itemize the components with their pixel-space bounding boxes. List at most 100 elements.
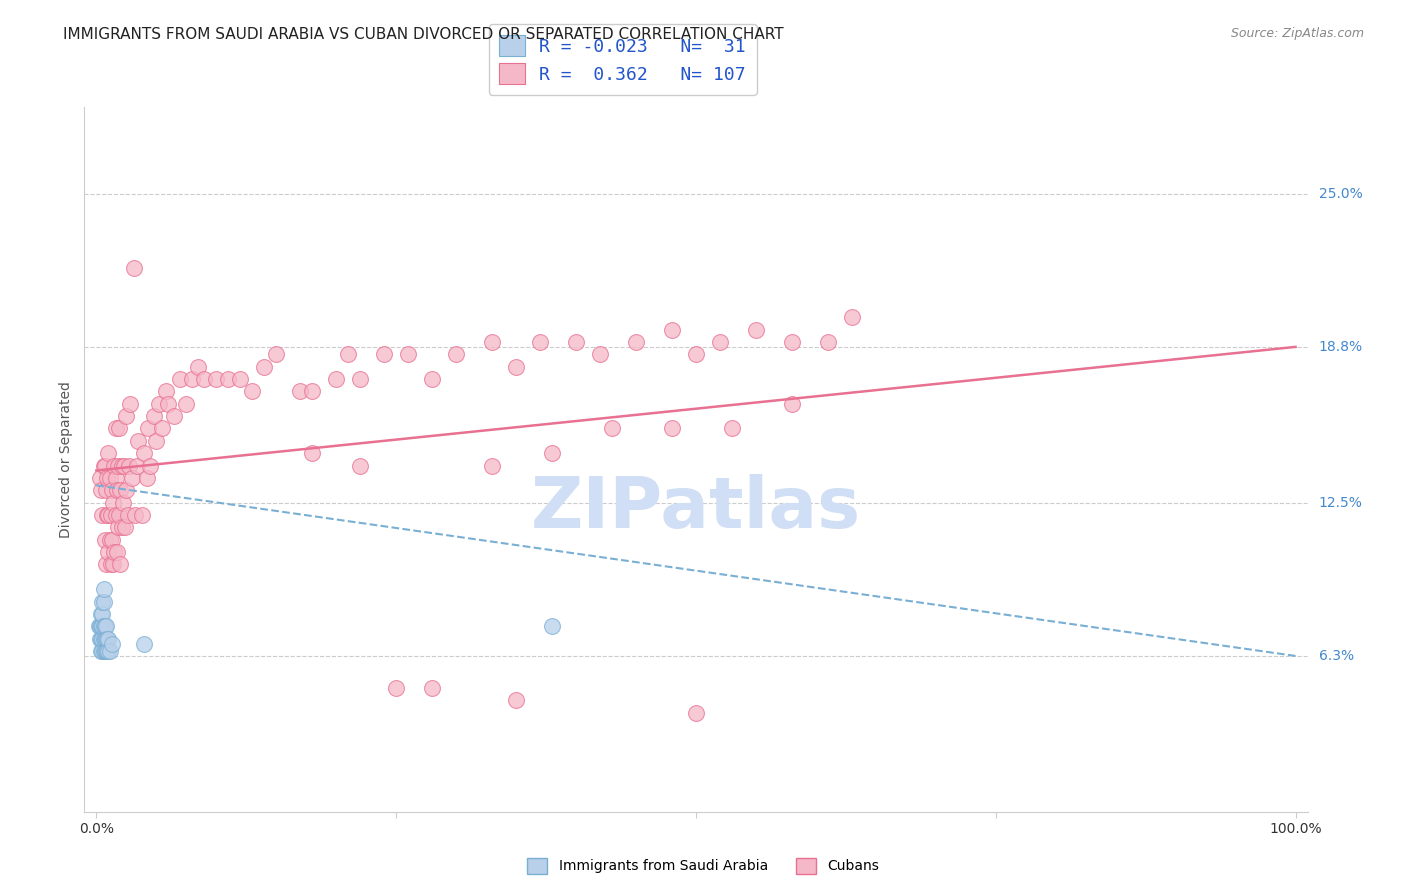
Point — [97, 545, 120, 559]
Point — [589, 347, 612, 361]
Point — [193, 372, 215, 386]
Point — [103, 458, 125, 473]
Point — [94, 558, 117, 572]
Point — [541, 446, 564, 460]
Point — [96, 508, 118, 522]
Point — [420, 681, 443, 695]
Point — [817, 334, 839, 349]
Point — [505, 693, 527, 707]
Point — [148, 397, 170, 411]
Point — [110, 520, 132, 534]
Point — [93, 644, 115, 658]
Point — [90, 644, 112, 658]
Point — [94, 619, 117, 633]
Point — [117, 508, 139, 522]
Point — [264, 347, 287, 361]
Point — [721, 421, 744, 435]
Point — [118, 458, 141, 473]
Point — [157, 397, 180, 411]
Point — [93, 582, 115, 597]
Point — [93, 632, 117, 646]
Point — [373, 347, 395, 361]
Point — [240, 384, 263, 399]
Point — [115, 483, 138, 498]
Point — [385, 681, 408, 695]
Point — [121, 471, 143, 485]
Point — [114, 520, 136, 534]
Point — [91, 508, 114, 522]
Point — [301, 384, 323, 399]
Point — [98, 533, 121, 547]
Point — [169, 372, 191, 386]
Point — [93, 644, 117, 658]
Point — [108, 421, 131, 435]
Point — [100, 558, 122, 572]
Point — [97, 508, 120, 522]
Point — [685, 347, 707, 361]
Point — [253, 359, 276, 374]
Point — [396, 347, 419, 361]
Point — [91, 632, 114, 646]
Point — [91, 644, 114, 658]
Point — [104, 421, 127, 435]
Point — [349, 458, 371, 473]
Point — [110, 483, 132, 498]
Point — [420, 372, 443, 386]
Point — [127, 434, 149, 448]
Text: 6.3%: 6.3% — [1319, 649, 1354, 663]
Point — [444, 347, 467, 361]
Point — [624, 334, 647, 349]
Legend: Immigrants from Saudi Arabia, Cubans: Immigrants from Saudi Arabia, Cubans — [520, 851, 886, 880]
Point — [349, 372, 371, 386]
Text: Source: ZipAtlas.com: Source: ZipAtlas.com — [1230, 27, 1364, 40]
Point — [97, 644, 120, 658]
Point — [101, 558, 124, 572]
Point — [107, 520, 129, 534]
Text: ZIPatlas: ZIPatlas — [531, 475, 860, 543]
Point — [134, 446, 156, 460]
Point — [93, 458, 115, 473]
Point — [685, 706, 707, 720]
Point — [110, 558, 132, 572]
Point — [100, 508, 122, 522]
Point — [136, 421, 159, 435]
Point — [142, 409, 165, 423]
Point — [150, 421, 173, 435]
Point — [91, 607, 114, 621]
Point — [181, 372, 204, 386]
Point — [93, 458, 117, 473]
Point — [96, 644, 118, 658]
Legend: R = -0.023   N=  31, R =  0.362   N= 107: R = -0.023 N= 31, R = 0.362 N= 107 — [488, 24, 756, 95]
Point — [101, 533, 124, 547]
Point — [90, 632, 112, 646]
Point — [174, 397, 197, 411]
Point — [91, 594, 114, 608]
Point — [111, 496, 134, 510]
Point — [93, 619, 115, 633]
Point — [97, 632, 120, 646]
Point — [104, 471, 127, 485]
Point — [96, 471, 118, 485]
Point — [135, 471, 157, 485]
Point — [529, 334, 551, 349]
Point — [139, 458, 162, 473]
Point — [505, 359, 527, 374]
Point — [101, 496, 124, 510]
Y-axis label: Divorced or Separated: Divorced or Separated — [59, 381, 73, 538]
Point — [187, 359, 209, 374]
Point — [90, 607, 112, 621]
Point — [115, 409, 138, 423]
Point — [841, 310, 863, 325]
Point — [89, 619, 111, 633]
Point — [105, 483, 128, 498]
Point — [780, 334, 803, 349]
Text: 25.0%: 25.0% — [1319, 186, 1362, 201]
Point — [301, 446, 323, 460]
Point — [122, 260, 145, 275]
Point — [145, 434, 167, 448]
Point — [101, 637, 124, 651]
Point — [661, 421, 683, 435]
Point — [94, 483, 117, 498]
Point — [325, 372, 347, 386]
Point — [90, 483, 112, 498]
